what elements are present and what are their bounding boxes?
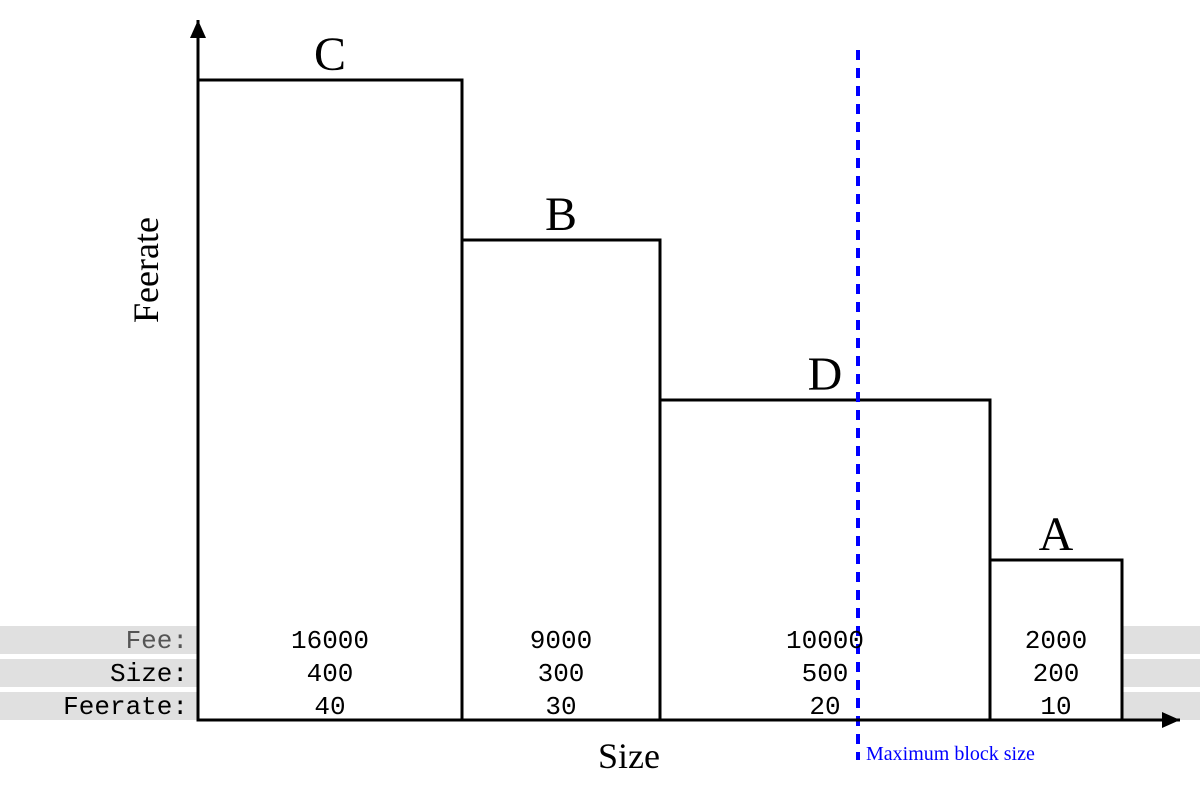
y-axis-label: Feerate <box>126 217 166 323</box>
table-cell: 16000 <box>291 626 369 656</box>
bar-label: A <box>1039 508 1074 561</box>
table-cell: 400 <box>307 659 354 689</box>
bar-label: B <box>545 188 577 241</box>
table-cell: 200 <box>1033 659 1080 689</box>
y-axis-arrow <box>190 20 206 38</box>
table-row-label: Size: <box>110 659 188 689</box>
table-cell: 9000 <box>530 626 592 656</box>
max-block-size-label: Maximum block size <box>866 743 1035 765</box>
table-cell: 10 <box>1040 692 1071 722</box>
table-cell: 300 <box>538 659 585 689</box>
table-cell: 30 <box>545 692 576 722</box>
table-cell: 40 <box>314 692 345 722</box>
table-cell: 2000 <box>1025 626 1087 656</box>
bar-label: C <box>314 28 346 81</box>
table-row-label: Fee: <box>126 626 188 656</box>
table-cell: 500 <box>802 659 849 689</box>
bar-label: D <box>808 348 843 401</box>
table-cell: 20 <box>809 692 840 722</box>
x-axis-label: Size <box>598 736 660 776</box>
table-row-label: Feerate: <box>63 692 188 722</box>
feerate-bar <box>198 80 462 720</box>
table-cell: 10000 <box>786 626 864 656</box>
